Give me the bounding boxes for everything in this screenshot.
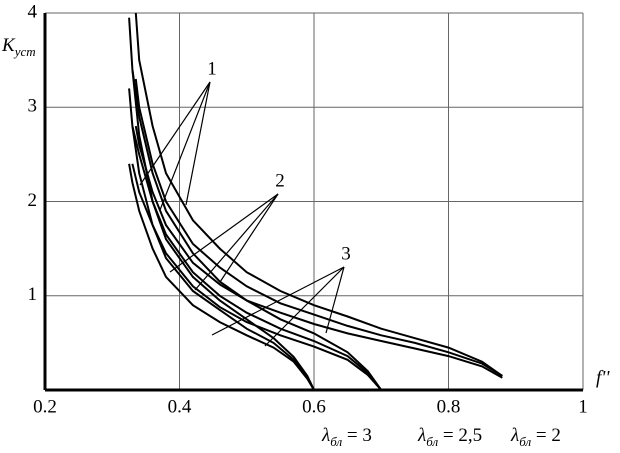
data-line: [131, 69, 383, 391]
x-tick-label: 0.2: [33, 396, 57, 417]
y-label-base: K: [1, 35, 16, 56]
x-axis-label: f'': [596, 367, 610, 388]
lambda-label: λбл = 2,5: [417, 425, 482, 449]
data-line: [128, 88, 315, 391]
leader-line: [185, 81, 211, 206]
y-label-sub: уст: [13, 44, 36, 59]
y-tick-label: 4: [28, 1, 38, 22]
y-tick-label: 3: [28, 96, 38, 117]
lambda-sub: бл: [426, 434, 438, 449]
annotation: 3: [341, 243, 351, 264]
annotation: 1: [207, 58, 217, 79]
lambda-label: λбл = 3: [321, 425, 372, 449]
leader-line: [194, 193, 279, 291]
leader-line: [169, 193, 279, 273]
y-tick-label: 1: [28, 284, 38, 305]
lambda-label: λбл = 2: [510, 425, 561, 449]
data-line: [134, 12, 503, 377]
leader-line: [139, 81, 211, 186]
leader-line: [211, 266, 345, 336]
leader-line: [325, 266, 345, 334]
data-line: [128, 17, 315, 391]
data-line: [134, 78, 503, 377]
lambda-rest: = 2,5: [438, 425, 482, 446]
annotation: 2: [275, 170, 285, 191]
lambda-sub: бл: [519, 434, 531, 449]
x-tick-label: 1: [578, 396, 588, 417]
lambda-sub: бл: [330, 434, 342, 449]
x-tick-label: 0.4: [168, 396, 192, 417]
leader-line: [219, 193, 279, 283]
lambda-base: λ: [417, 425, 426, 446]
data-line: [131, 163, 382, 391]
lambda-rest: = 2: [531, 425, 561, 446]
data-line: [128, 163, 315, 391]
x-tick-label: 0.8: [437, 396, 461, 417]
leader-line: [159, 81, 211, 211]
lambda-rest: = 3: [342, 425, 372, 446]
data-line: [134, 125, 503, 379]
leader-line: [264, 266, 345, 347]
lambda-base: λ: [510, 425, 519, 446]
y-axis-label: Kуст: [1, 35, 36, 59]
y-tick-label: 2: [28, 190, 38, 211]
data-line: [131, 125, 382, 391]
lambda-base: λ: [321, 425, 330, 446]
x-tick-label: 0.6: [302, 396, 326, 417]
